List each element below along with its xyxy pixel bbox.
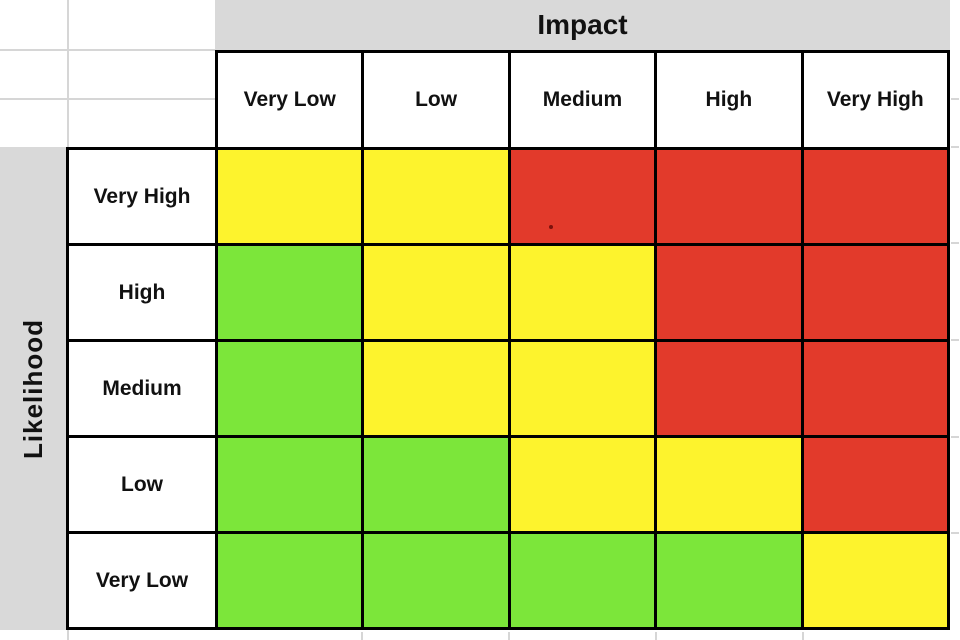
- cell-artifact-dot: [549, 225, 553, 229]
- risk-cell-r1-c0-green: [214, 243, 365, 342]
- sheet-gridline-tick: [951, 532, 959, 534]
- impact-level-header-1: Low: [361, 50, 511, 150]
- risk-cell-r4-c4-yellow: [800, 531, 951, 630]
- risk-cell-r1-c3-red: [654, 243, 804, 342]
- risk-cell-r3-c3-yellow: [654, 435, 804, 534]
- impact-level-header-0: Very Low: [214, 50, 365, 150]
- risk-cell-r1-c4-red: [800, 243, 951, 342]
- likelihood-axis-label: Likelihood: [17, 318, 48, 459]
- likelihood-level-header-2: Medium: [66, 339, 218, 438]
- likelihood-level-header-0: Very High: [66, 147, 218, 246]
- risk-cell-r1-c2-yellow: [507, 243, 658, 342]
- sheet-gridline-horizontal: [0, 49, 215, 51]
- likelihood-level-header-1: High: [66, 243, 218, 342]
- risk-cell-r0-c1-yellow: [361, 147, 511, 246]
- risk-cell-r2-c3-red: [654, 339, 804, 438]
- sheet-gridline-tick: [951, 339, 959, 341]
- impact-level-header-3: High: [654, 50, 804, 150]
- likelihood-axis-band: Likelihood: [0, 147, 66, 630]
- risk-cell-r4-c3-green: [654, 531, 804, 630]
- sheet-gridline-tick: [951, 98, 959, 100]
- sheet-gridline-tick: [951, 436, 959, 438]
- risk-cell-r4-c1-green: [361, 531, 511, 630]
- risk-cell-r2-c4-red: [800, 339, 951, 438]
- sheet-gridline-tick: [361, 632, 363, 640]
- risk-matrix-body: Very Low Low Medium High Very High Very High H…: [66, 50, 951, 630]
- risk-cell-r0-c4-red: [800, 147, 951, 246]
- likelihood-level-header-4: Very Low: [66, 531, 218, 630]
- sheet-gridline-tick: [951, 146, 959, 148]
- risk-cell-r4-c2-green: [507, 531, 658, 630]
- risk-cell-r0-c0-yellow: [214, 147, 365, 246]
- risk-cell-r0-c3-red: [654, 147, 804, 246]
- sheet-gridline-tick: [508, 632, 510, 640]
- risk-cell-r3-c0-green: [214, 435, 365, 534]
- risk-cell-r2-c0-green: [214, 339, 365, 438]
- impact-level-header-4: Very High: [800, 50, 951, 150]
- risk-cell-r2-c1-yellow: [361, 339, 511, 438]
- sheet-gridline-tick: [951, 242, 959, 244]
- risk-cell-r3-c4-red: [800, 435, 951, 534]
- corner-cell: [68, 52, 217, 149]
- impact-axis-label: Impact: [215, 0, 950, 50]
- likelihood-level-header-3: Low: [66, 435, 218, 534]
- risk-cell-r2-c2-yellow: [507, 339, 658, 438]
- sheet-gridline-tick: [802, 632, 804, 640]
- sheet-gridline-horizontal: [0, 98, 215, 100]
- sheet-gridline-vertical: [67, 0, 69, 147]
- risk-matrix-table: Very Low Low Medium High Very High Very High H…: [66, 50, 951, 630]
- sheet-gridline-tick: [655, 632, 657, 640]
- impact-level-header-2: Medium: [507, 50, 658, 150]
- risk-cell-r3-c1-green: [361, 435, 511, 534]
- risk-cell-r3-c2-yellow: [507, 435, 658, 534]
- sheet-gridline-vertical: [67, 630, 69, 640]
- risk-cell-r1-c1-yellow: [361, 243, 511, 342]
- risk-cell-r4-c0-green: [214, 531, 365, 630]
- risk-cell-r0-c2-red: [507, 147, 658, 246]
